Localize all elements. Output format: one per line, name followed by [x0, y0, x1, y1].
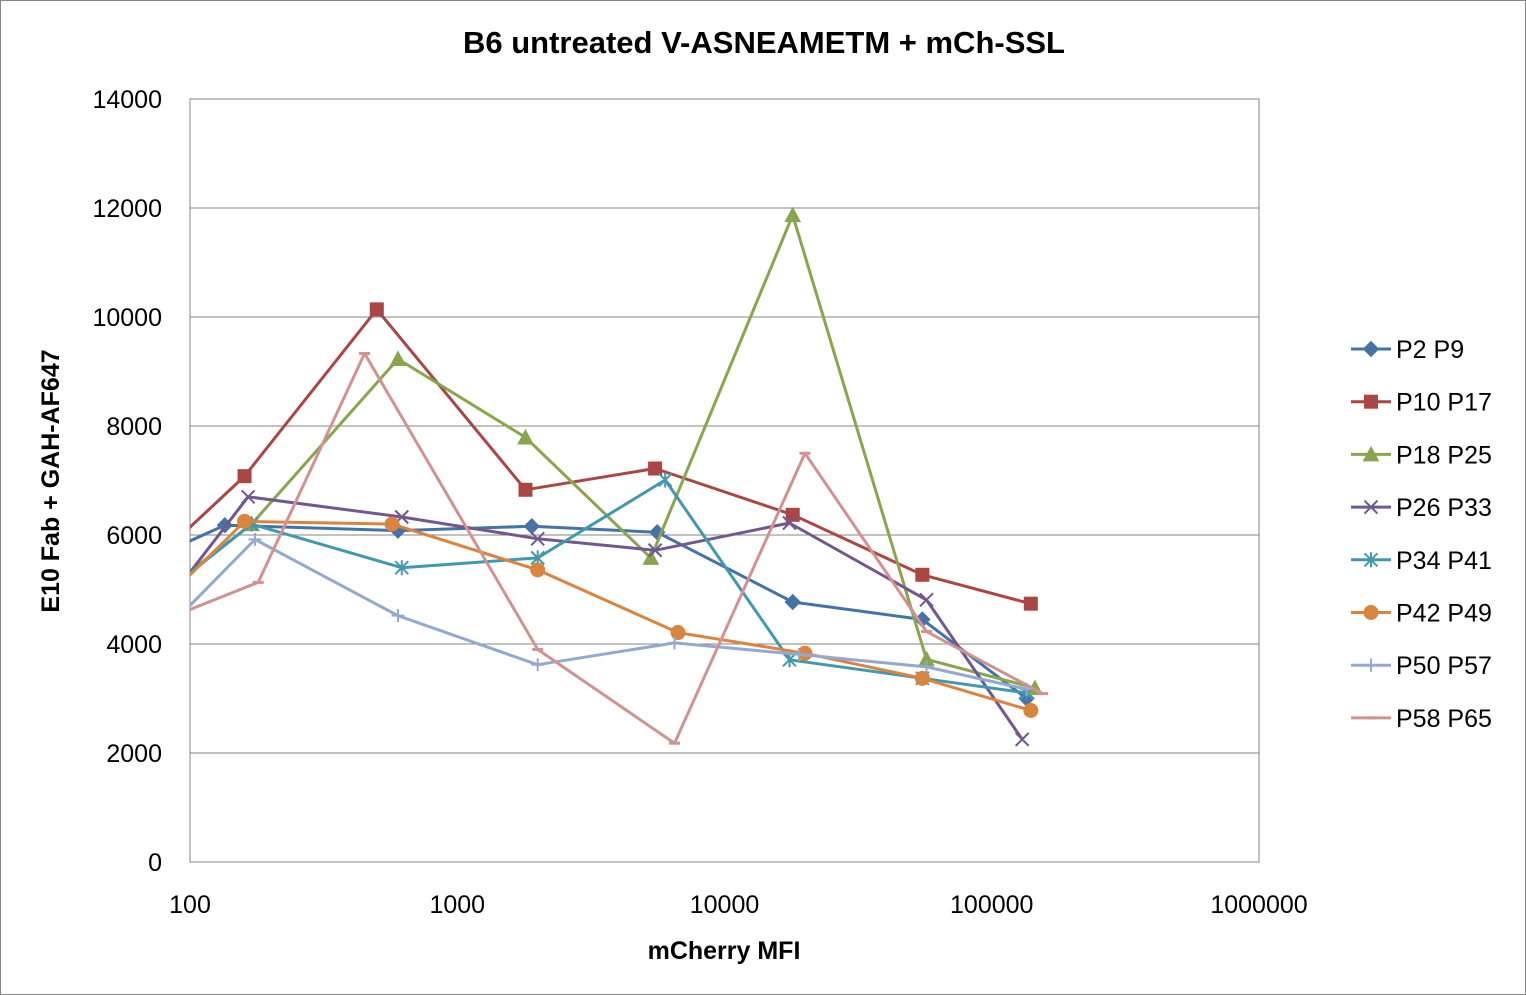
data-point	[123, 609, 138, 623]
data-point	[668, 636, 682, 650]
legend-item: P58 P65	[1351, 705, 1492, 733]
data-point	[124, 659, 137, 672]
legend-item: P2 P9	[1351, 336, 1464, 364]
legend-swatch-marker	[1363, 552, 1379, 568]
series-4	[190, 489, 1030, 747]
legend-swatch-marker	[1362, 340, 1380, 358]
series-line	[190, 495, 1024, 741]
data-point	[530, 562, 546, 578]
data-point	[517, 428, 534, 445]
x-tick-label: 100000	[950, 891, 1033, 919]
data-point	[369, 302, 384, 317]
data-point	[394, 560, 409, 576]
data-point	[391, 609, 405, 623]
legend-item: P42 P49	[1351, 600, 1492, 628]
x-axis-label: mCherry MFI	[648, 937, 801, 965]
series-line	[190, 352, 1044, 745]
series-2	[190, 302, 1038, 611]
legend-swatch-marker	[1363, 605, 1379, 620]
gridlines	[190, 98, 1259, 754]
data-point	[1014, 732, 1030, 747]
series-8	[190, 352, 1049, 745]
data-point	[648, 461, 663, 476]
data-point	[915, 567, 930, 582]
series-line	[190, 537, 1027, 691]
data-point	[784, 206, 802, 223]
data-point	[920, 660, 934, 674]
data-point	[658, 472, 673, 488]
series-layer	[123, 206, 1049, 747]
data-point	[530, 531, 545, 547]
legend-swatch-marker	[1363, 499, 1379, 515]
data-point	[531, 658, 545, 672]
series-6	[190, 513, 1039, 718]
legend-item: P50 P57	[1351, 652, 1492, 680]
data-point	[523, 518, 540, 535]
data-point	[123, 560, 138, 575]
legend-label: P34 P41	[1396, 547, 1492, 575]
y-tick-label: 2000	[106, 740, 162, 768]
series-line	[190, 307, 1032, 606]
data-point	[248, 532, 262, 546]
legend-swatch-marker	[1364, 394, 1378, 409]
x-tick-label: 1000	[429, 891, 485, 919]
y-tick-label: 14000	[92, 86, 162, 114]
series-line	[190, 478, 1027, 695]
series-7	[124, 532, 1034, 696]
y-tick-label: 4000	[106, 631, 162, 659]
data-point	[914, 670, 930, 686]
y-tick-label: 8000	[106, 413, 162, 441]
legend-item: P26 P33	[1351, 494, 1492, 522]
y-tick-label: 0	[148, 849, 162, 877]
series-3	[123, 206, 1044, 696]
legend-label: P26 P33	[1396, 494, 1492, 522]
data-point	[518, 482, 533, 497]
data-point	[384, 516, 400, 532]
data-point	[784, 593, 801, 611]
data-point	[670, 625, 686, 641]
legend-item: P10 P17	[1351, 389, 1492, 417]
data-point	[237, 469, 252, 484]
y-tick-label: 10000	[92, 304, 162, 332]
legend-label: P42 P49	[1396, 600, 1492, 628]
data-point	[1023, 596, 1038, 611]
data-point	[642, 549, 660, 565]
legend-label: P2 P9	[1396, 336, 1464, 364]
legend-item: P34 P41	[1351, 547, 1492, 575]
y-tick-label: 6000	[106, 522, 162, 550]
legend: P2 P9 P10 P17 P18 P25 P26 P33 P34 P41 P42 P49…	[1351, 336, 1492, 733]
legend-swatch-marker	[1362, 445, 1380, 462]
plot-area-border	[189, 98, 1260, 863]
y-tick-label: 12000	[92, 195, 162, 223]
y-tick-labels: 0 2000 4000 6000 8000 10000 12000 14000	[92, 86, 162, 877]
series-line	[190, 519, 1032, 712]
data-point	[389, 350, 407, 366]
legend-item: P18 P25	[1351, 441, 1492, 469]
data-point	[237, 513, 253, 529]
data-point	[240, 489, 256, 505]
data-point	[1023, 702, 1039, 718]
legend-label: P10 P17	[1396, 389, 1492, 417]
series-5	[142, 472, 1034, 701]
data-point	[792, 647, 806, 661]
chart-title: B6 untreated V-ASNEAMETM + mCh-SSL	[463, 25, 1065, 60]
x-tick-label: 100	[169, 891, 211, 919]
series-line	[190, 213, 1036, 690]
data-point	[647, 543, 663, 558]
data-point	[785, 507, 800, 522]
x-tick-labels: 100 1000 10000 100000 1000000	[169, 891, 1308, 919]
data-point	[919, 592, 934, 608]
legend-label: P58 P65	[1396, 705, 1492, 733]
legend-label: P50 P57	[1396, 652, 1492, 680]
data-point	[782, 515, 797, 531]
data-point	[142, 598, 155, 613]
legend-swatch-marker	[1364, 658, 1378, 672]
x-tick-label: 10000	[690, 891, 760, 919]
legend-label: P18 P25	[1396, 441, 1492, 469]
x-tick-label: 1000000	[1210, 891, 1307, 919]
y-axis-label: E10 Fab + GAH-AF647	[37, 349, 65, 612]
